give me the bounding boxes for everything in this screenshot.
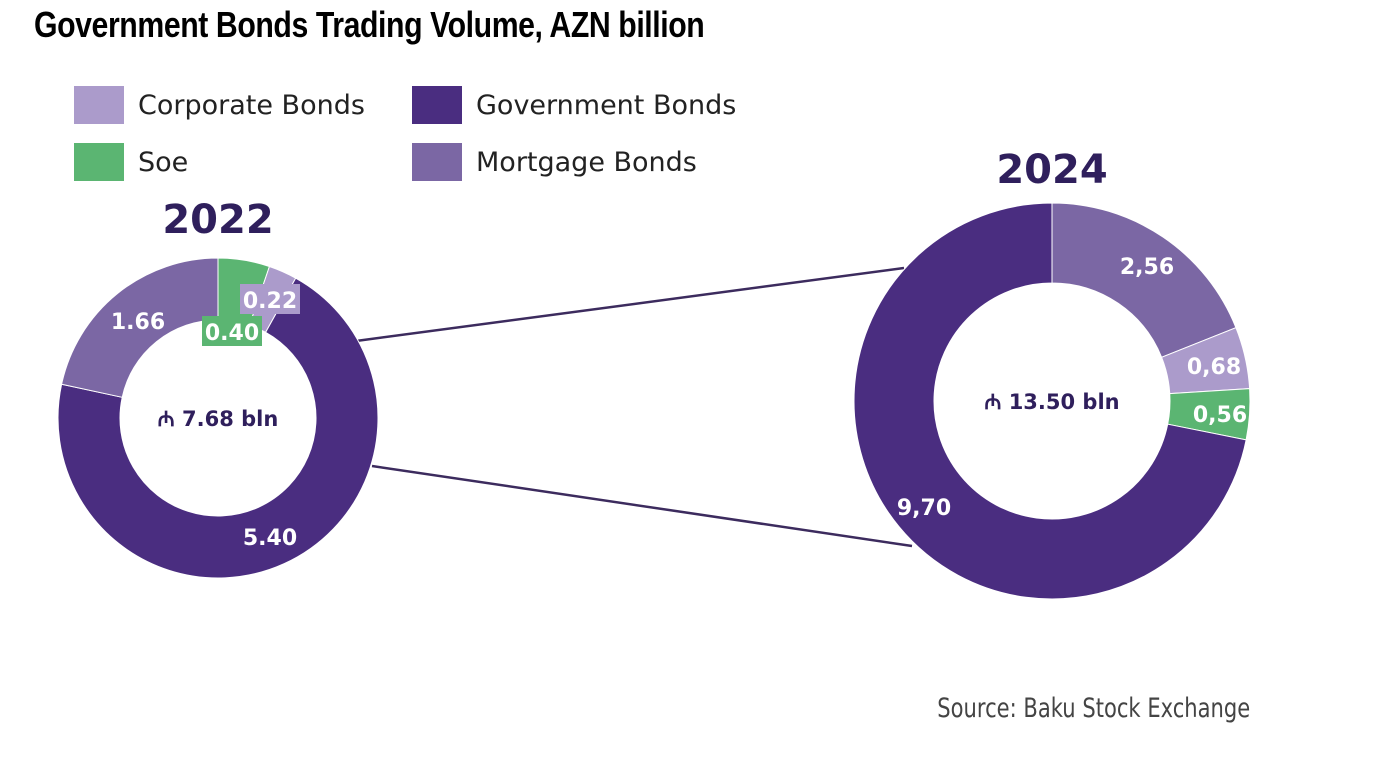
legend-swatch-mortgage-bonds [412, 143, 462, 181]
legend-label-soe: Soe [138, 146, 189, 178]
legend-swatch-corporate-bonds [74, 86, 124, 124]
center-total-2022: ₼ 7.68 bln [158, 407, 279, 431]
data-label-2024-mortgage-bonds: 2,56 [1120, 255, 1174, 280]
data-label-2024-government-bonds: 9,70 [897, 496, 951, 521]
year-heading-2022: 2022 [162, 197, 273, 243]
slice-2022-government-bonds [57, 277, 379, 579]
connector-line-bottom [371, 464, 913, 548]
data-label-2022-corporate-bonds: 0.22 [243, 289, 297, 314]
data-label-2022-soe: 0.40 [205, 321, 259, 346]
chart-title: Government Bonds Trading Volume, AZN bil… [34, 4, 705, 45]
legend-item-soe: Soe [74, 143, 188, 181]
legend-swatch-soe [74, 143, 124, 181]
legend-item-government-bonds: Government Bonds [412, 86, 736, 124]
legend-item-corporate-bonds: Corporate Bonds [74, 86, 365, 124]
legend-item-mortgage-bonds: Mortgage Bonds [412, 143, 697, 181]
data-label-box-2022-soe [202, 316, 262, 346]
year-heading-2024: 2024 [996, 147, 1107, 193]
donut-2024: 2,56 0,68 0,56 9,70 ₼ 13.50 bln 2024 [853, 147, 1251, 600]
donut-2022: 0.40 0.22 5.40 1.66 ₼ 7.68 bln 2022 [57, 197, 379, 579]
legend-label-mortgage-bonds: Mortgage Bonds [476, 146, 697, 178]
data-label-2024-soe: 0,56 [1193, 403, 1247, 428]
data-label-2022-government-bonds: 5.40 [243, 526, 297, 551]
data-label-box-2022-corporate-bonds [240, 284, 300, 314]
connector-line-top [355, 266, 905, 343]
legend-label-government-bonds: Government Bonds [476, 89, 737, 121]
slice-2024-mortgage-bonds [1051, 202, 1237, 358]
data-label-2024-corporate-bonds: 0,68 [1187, 355, 1241, 380]
legend-swatch-government-bonds [412, 86, 462, 124]
source-note: Source: Baku Stock Exchange [937, 693, 1250, 724]
slice-2024-government-bonds [853, 202, 1247, 600]
data-label-2022-mortgage-bonds: 1.66 [111, 310, 165, 335]
slice-2022-mortgage-bonds [61, 257, 219, 398]
center-total-2024: ₼ 13.50 bln [984, 390, 1119, 414]
legend-label-corporate-bonds: Corporate Bonds [138, 89, 365, 121]
